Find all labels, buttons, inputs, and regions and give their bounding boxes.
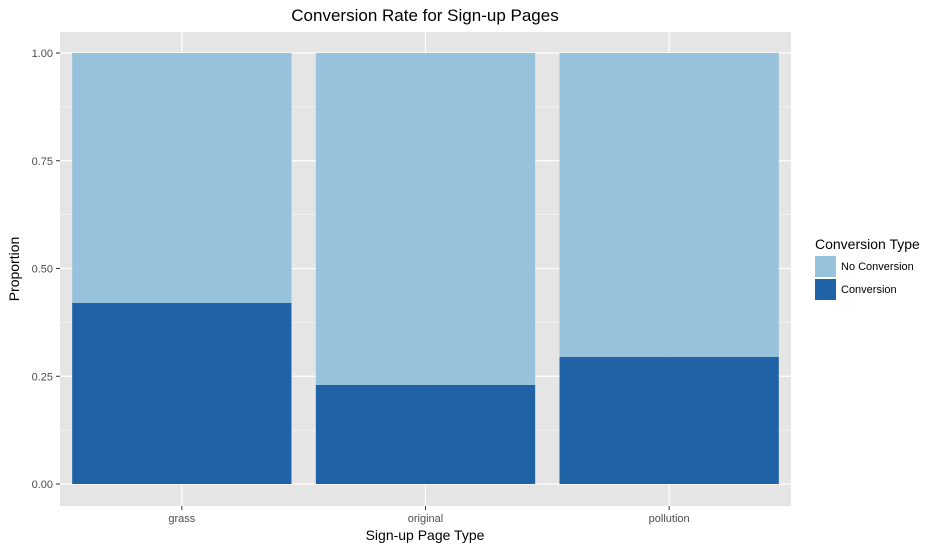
y-tick-label: 0.25 xyxy=(32,371,53,383)
y-tick-label: 0.50 xyxy=(32,264,53,276)
bar-grass-conversion xyxy=(72,302,292,484)
bar-original-conversion xyxy=(315,384,536,484)
x-tick-label: original xyxy=(408,513,443,525)
legend-swatch xyxy=(815,279,836,300)
y-axis-title: Proportion xyxy=(6,237,22,302)
legend-swatch xyxy=(815,256,836,277)
bar-pollution-no-conversion xyxy=(559,53,779,357)
bar-grass-no-conversion xyxy=(72,53,292,303)
x-axis-title: Sign-up Page Type xyxy=(366,527,485,543)
y-tick-label: 0.75 xyxy=(32,156,53,168)
legend: Conversion Type No Conversion Conversion xyxy=(815,236,920,300)
legend-title: Conversion Type xyxy=(815,236,920,252)
bars xyxy=(72,53,779,484)
y-tick-label: 1.00 xyxy=(32,48,53,60)
y-tick-label: 0.00 xyxy=(32,479,53,491)
chart-title: Conversion Rate for Sign-up Pages xyxy=(291,6,558,25)
x-tick-label: grass xyxy=(168,513,195,525)
legend-entries: No Conversion Conversion xyxy=(815,256,914,300)
x-tick-label: pollution xyxy=(649,513,690,525)
legend-label: No Conversion xyxy=(841,261,914,273)
legend-label: Conversion xyxy=(841,284,897,296)
bar-pollution-conversion xyxy=(559,356,779,484)
bar-original-no-conversion xyxy=(315,53,536,385)
axes: 0.00 0.25 0.50 0.75 1.00 grass original polluti… xyxy=(32,48,690,525)
